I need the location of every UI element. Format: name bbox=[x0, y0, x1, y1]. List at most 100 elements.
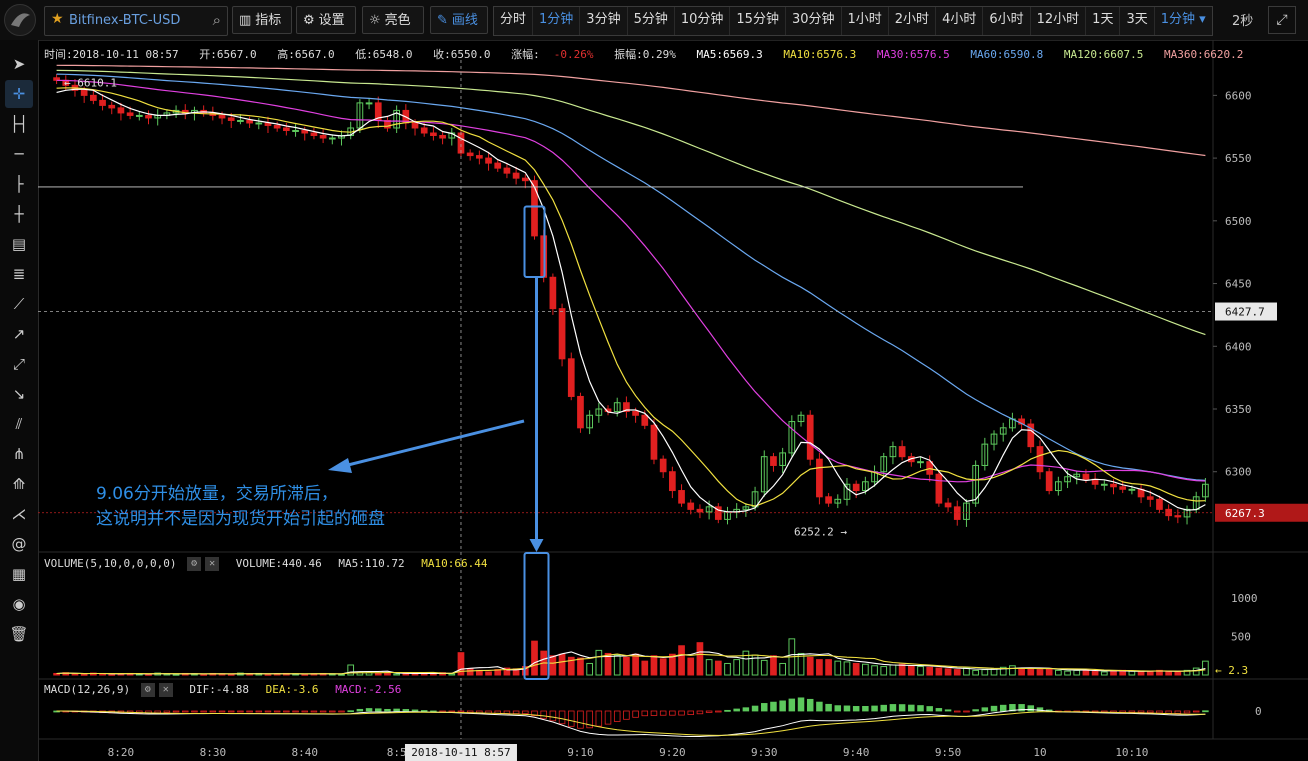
volume-bar bbox=[604, 652, 612, 676]
macd-histogram-bar bbox=[908, 704, 915, 712]
volume-bar bbox=[935, 667, 943, 676]
price-range-icon[interactable]: ▤ bbox=[11, 235, 27, 253]
draw-button[interactable]: ✎ 画线 bbox=[430, 6, 488, 34]
candle-body bbox=[135, 114, 143, 117]
volume-bar bbox=[108, 673, 116, 676]
interval-0[interactable]: 分时 bbox=[494, 7, 534, 35]
volume-bar bbox=[889, 664, 897, 676]
interval-4[interactable]: 10分钟 bbox=[675, 7, 731, 35]
interval-8[interactable]: 2小时 bbox=[889, 7, 937, 35]
horizontal-line-icon[interactable]: ─ bbox=[14, 145, 24, 163]
candle-body bbox=[126, 112, 134, 116]
interval-2[interactable]: 3分钟 bbox=[580, 7, 628, 35]
vertical-line-icon[interactable]: ┼ bbox=[14, 205, 24, 223]
candle-body bbox=[1174, 515, 1182, 518]
fibonacci-spiral-icon[interactable]: @ bbox=[11, 535, 27, 553]
theme-button[interactable]: ☼ 亮色 bbox=[362, 6, 424, 34]
macd-close-icon[interactable]: ✕ bbox=[158, 683, 173, 697]
crosshair-icon[interactable]: ✛ bbox=[5, 80, 33, 108]
cursor-arrow-icon[interactable]: ➤ bbox=[12, 55, 26, 73]
ma360-line bbox=[56, 64, 1206, 157]
app-logo bbox=[4, 4, 36, 36]
search-icon[interactable]: ⌕ bbox=[212, 11, 221, 29]
macd-histogram-bar bbox=[650, 710, 658, 716]
info-time: 时间:2018-10-11 08:57 bbox=[44, 48, 179, 61]
macd-histogram-bar bbox=[788, 698, 796, 712]
volume-bar bbox=[1018, 667, 1025, 676]
ray-line-icon[interactable]: ↗ bbox=[12, 325, 26, 343]
settings-button[interactable]: ⚙ 设置 bbox=[296, 6, 356, 34]
arrow-line-icon[interactable]: ↘ bbox=[12, 385, 26, 403]
volume-bar bbox=[53, 672, 60, 676]
trend-line-icon[interactable]: ⟋ bbox=[13, 295, 25, 313]
indicator-button[interactable]: ▥ 指标 bbox=[232, 6, 292, 34]
interval-5[interactable]: 15分钟 bbox=[730, 7, 786, 35]
interval-12[interactable]: 1天 bbox=[1086, 7, 1121, 35]
interval-13[interactable]: 3天 bbox=[1120, 7, 1155, 35]
volume-settings-icon[interactable]: ⚙ bbox=[187, 557, 202, 571]
volume-info-bar: VOLUME(5,10,0,0,0,0) ⚙ ✕ VOLUME:440.46 MA… bbox=[44, 557, 488, 571]
candle-body bbox=[283, 127, 290, 131]
pitchfork-icon[interactable]: ⋔ bbox=[12, 445, 26, 463]
volume-bar bbox=[981, 669, 989, 676]
parallel-channel-icon[interactable]: ⫽ bbox=[15, 415, 23, 433]
candle-body bbox=[742, 506, 750, 510]
candle-body bbox=[558, 308, 566, 360]
interval-11[interactable]: 12小时 bbox=[1031, 7, 1087, 35]
interval-3[interactable]: 5分钟 bbox=[628, 7, 675, 35]
volume-bar bbox=[613, 654, 621, 676]
macd-histogram-bar bbox=[742, 707, 750, 712]
eye-icon[interactable]: ◉ bbox=[12, 595, 26, 613]
macd-histogram-bar bbox=[338, 710, 345, 713]
volume-close-icon[interactable]: ✕ bbox=[205, 557, 220, 571]
candle-body bbox=[632, 411, 639, 416]
macd-histogram-bar bbox=[724, 709, 731, 712]
top-toolbar: ★ Bitfinex-BTC-USD ⌕ ▥ 指标 ⚙ 设置 ☼ 亮色 ✎ 画线 分时 1… bbox=[0, 0, 1308, 41]
candle-body bbox=[310, 132, 318, 137]
interval-10[interactable]: 6小时 bbox=[983, 7, 1031, 35]
candle-body bbox=[880, 456, 888, 473]
interval-9[interactable]: 4小时 bbox=[936, 7, 984, 35]
interval-6[interactable]: 30分钟 bbox=[786, 7, 842, 35]
ma5-line bbox=[56, 88, 1206, 513]
fullscreen-icon[interactable]: ⤢ bbox=[1268, 6, 1296, 34]
candle-body bbox=[963, 502, 970, 520]
macd-histogram-bar bbox=[632, 710, 639, 718]
interval-1[interactable]: 1分钟 bbox=[533, 7, 581, 35]
interval-14[interactable]: 1分钟 ▾ bbox=[1160, 12, 1206, 27]
macd-histogram-bar bbox=[981, 707, 989, 712]
candle-body bbox=[1100, 483, 1108, 486]
macd-histogram-bar bbox=[512, 710, 520, 715]
symbol-search[interactable]: ★ Bitfinex-BTC-USD ⌕ bbox=[44, 6, 228, 36]
time-axis-label: 9:10 bbox=[567, 746, 594, 759]
macd-histogram-bar bbox=[779, 700, 786, 712]
gann-fan-icon[interactable]: ⟰ bbox=[12, 475, 26, 493]
macd-histogram-bar bbox=[687, 710, 694, 715]
macd-histogram-bar bbox=[1137, 710, 1145, 713]
favorite-star-icon[interactable]: ★ bbox=[51, 11, 64, 27]
macd-settings-icon[interactable]: ⚙ bbox=[140, 683, 155, 697]
info-open: 开:6567.0 bbox=[199, 48, 257, 61]
volume-label: VOLUME(5,10,0,0,0,0) bbox=[44, 557, 177, 570]
macd-histogram-bar bbox=[329, 710, 336, 713]
ma10-line bbox=[56, 87, 1206, 507]
macd-histogram-bar bbox=[852, 706, 860, 712]
horizontal-ray-icon[interactable]: ├ bbox=[14, 175, 24, 193]
speed-fan-icon[interactable]: ⋌ bbox=[11, 505, 27, 523]
candle-body bbox=[237, 119, 244, 122]
horizontal-segment-icon[interactable]: ├┤ bbox=[9, 115, 29, 133]
macd-histogram-bar bbox=[375, 708, 382, 712]
refresh-rate[interactable]: 2秒 bbox=[1232, 14, 1254, 29]
volume-bar bbox=[926, 666, 934, 676]
parallel-lines-icon[interactable]: ≣ bbox=[12, 265, 26, 283]
candle-body bbox=[439, 135, 446, 139]
trash-icon[interactable]: 🗑 bbox=[9, 625, 29, 643]
volume-bar bbox=[172, 673, 180, 676]
volume-bar bbox=[797, 652, 805, 676]
info-ma60: MA60:6590.8 bbox=[970, 48, 1044, 61]
macd-histogram-bar bbox=[1036, 707, 1044, 712]
extended-line-icon[interactable]: ⤢ bbox=[12, 355, 25, 373]
pattern-icon[interactable]: ▦ bbox=[11, 565, 27, 583]
price-chart[interactable]: 6600 6550 6500 6450 6400 6350 6300 6427.7 6267.3… bbox=[38, 40, 1308, 761]
interval-7[interactable]: 1小时 bbox=[842, 7, 889, 35]
